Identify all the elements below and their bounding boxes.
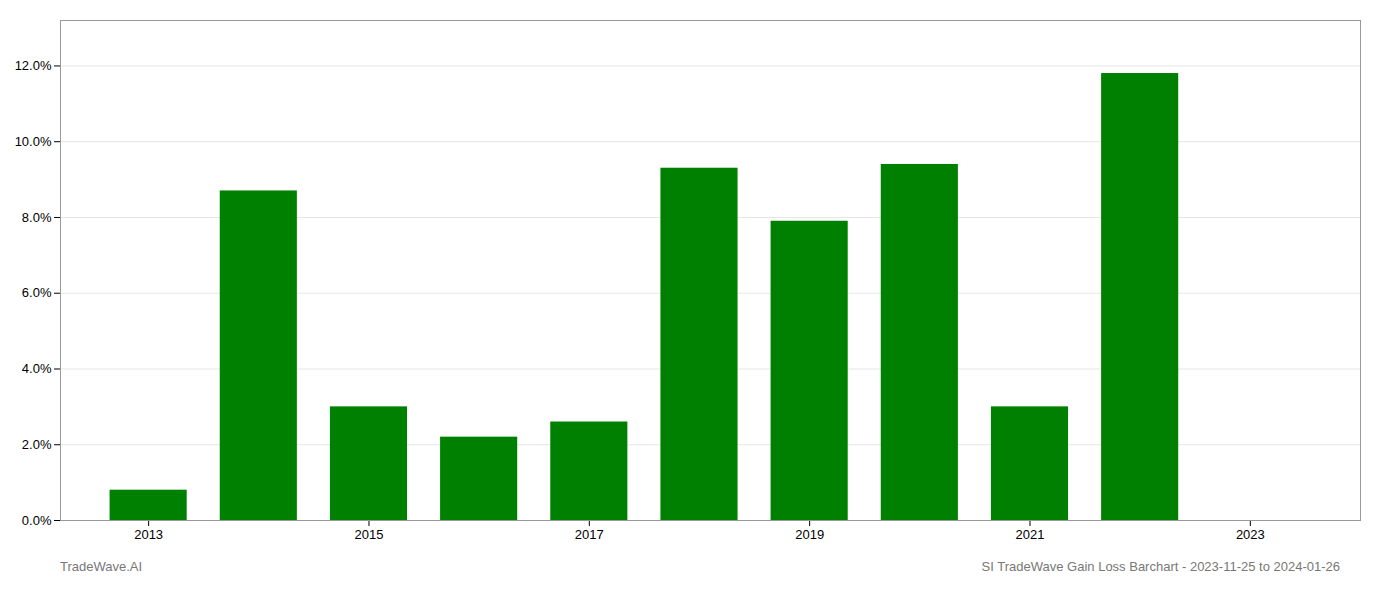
svg-text:4.0%: 4.0% — [22, 361, 52, 376]
svg-text:2013: 2013 — [134, 527, 163, 542]
svg-text:2017: 2017 — [575, 527, 604, 542]
svg-text:6.0%: 6.0% — [22, 285, 52, 300]
svg-text:2019: 2019 — [795, 527, 824, 542]
svg-text:8.0%: 8.0% — [22, 210, 52, 225]
html-text:SI TradeWave Gain Loss Barchar: SI TradeWave Gain Loss Barchart - 2023-1… — [981, 559, 1340, 574]
svg-text:2.0%: 2.0% — [22, 437, 52, 452]
svg-text:2021: 2021 — [1016, 527, 1045, 542]
html-text:TradeWave.AI: TradeWave.AI — [60, 559, 143, 574]
svg-text:2023: 2023 — [1236, 527, 1265, 542]
svg-text:0.0%: 0.0% — [22, 513, 52, 528]
svg-text:12.0%: 12.0% — [15, 58, 52, 73]
svg-text:2015: 2015 — [355, 527, 384, 542]
svg-text:10.0%: 10.0% — [15, 134, 52, 149]
